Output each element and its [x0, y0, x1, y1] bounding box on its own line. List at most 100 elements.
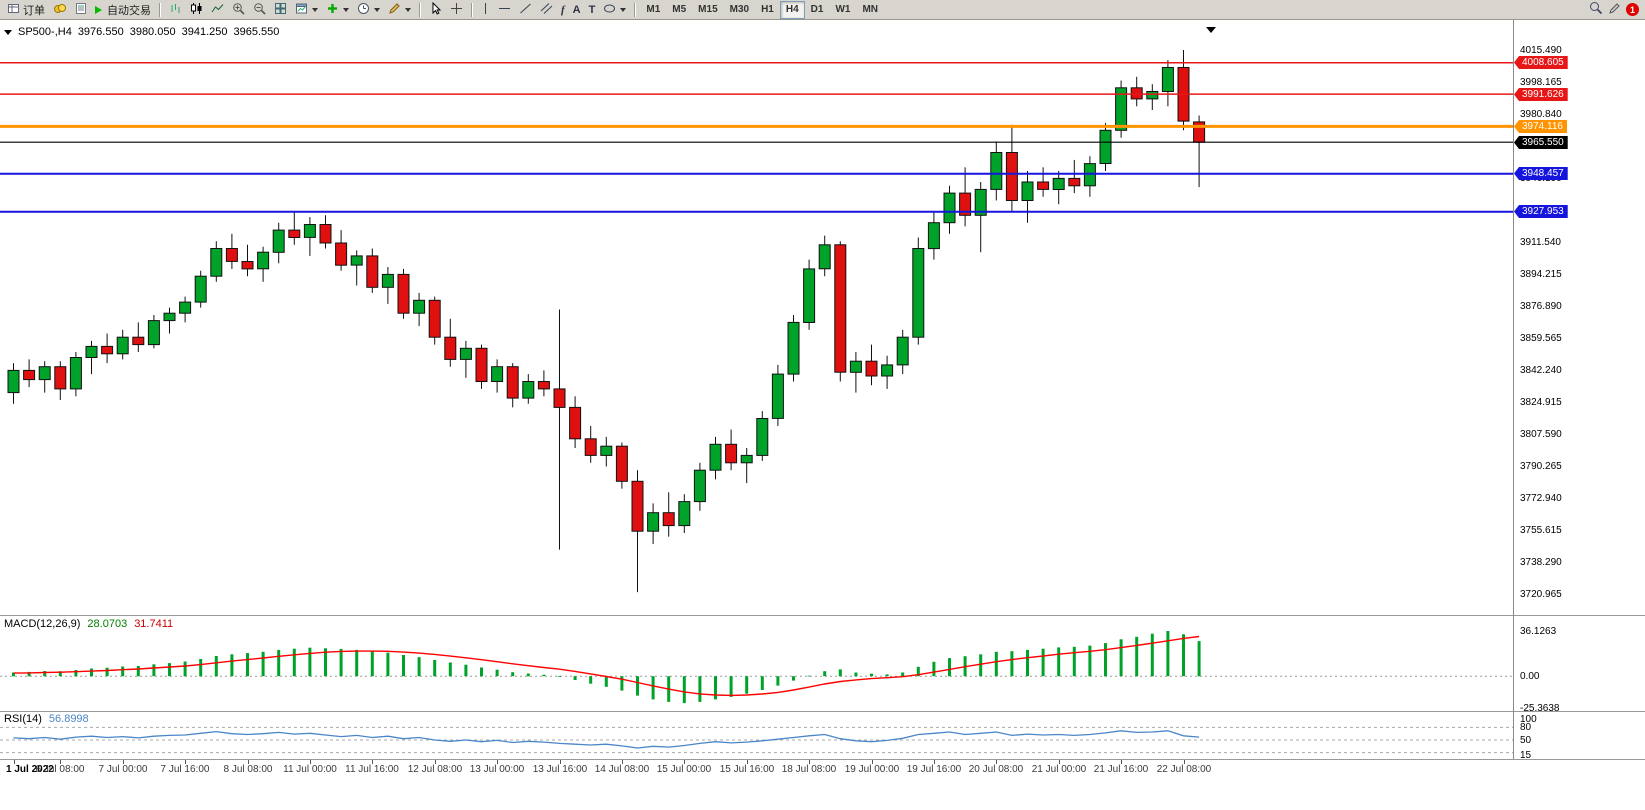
- cursor-button[interactable]: [425, 1, 446, 19]
- time-axis[interactable]: 1 Jul 2022 6 Jul 08:00 7 Jul 00:00 7 Jul 16…: [0, 759, 1645, 810]
- candle: [615, 442, 628, 489]
- text-button[interactable]: A: [569, 1, 585, 19]
- macd-histogram-bar: [979, 654, 983, 677]
- macd-signal-line: [13, 635, 1200, 697]
- macd-scale-label: 0.00: [1520, 671, 1540, 682]
- candle: [678, 494, 691, 533]
- macd-scale-label: -25.3638: [1520, 703, 1560, 714]
- price-scale-axis[interactable]: 4015.4903998.1653980.8403963.5153946.190…: [1514, 20, 1645, 778]
- chart-shift-marker-icon[interactable]: [1206, 27, 1216, 38]
- trendline-button[interactable]: [515, 1, 536, 19]
- timeframe-m1-button[interactable]: M1: [646, 4, 661, 15]
- zoom-out-icon: [253, 2, 266, 18]
- macd-panel-canvas[interactable]: [0, 616, 1513, 711]
- macd-histogram-bar: [1135, 636, 1139, 677]
- toolbar-separator: [159, 2, 161, 17]
- price-scale-label: 3790.265: [1520, 461, 1562, 472]
- funds-button[interactable]: [49, 1, 71, 19]
- macd-histogram-bar: [854, 672, 858, 677]
- autotrade-button[interactable]: 自动交易: [91, 1, 155, 19]
- macd-histogram-bar: [261, 651, 265, 677]
- rsi-panel-canvas[interactable]: [0, 712, 1513, 759]
- orders-label: 订单: [23, 4, 45, 17]
- timeframe-m30-button[interactable]: M30: [729, 4, 750, 15]
- candle: [475, 344, 488, 389]
- line-chart-button[interactable]: [207, 1, 228, 19]
- panel-separator[interactable]: [0, 711, 1645, 712]
- panel-separator[interactable]: [0, 615, 1645, 616]
- horizontal-line-button[interactable]: [494, 1, 515, 19]
- candlestick-chart-button[interactable]: [186, 1, 207, 19]
- zoom-in-button[interactable]: [228, 1, 249, 19]
- candle: [631, 470, 644, 593]
- time-axis-label: 18 Jul 08:00: [781, 764, 837, 775]
- candle: [257, 246, 270, 282]
- toolbar-right-group: 1: [1589, 1, 1642, 18]
- macd-histogram-bar: [277, 649, 281, 677]
- macd-histogram-bar: [324, 648, 327, 677]
- time-axis-tick: [185, 760, 186, 764]
- add-indicator-button[interactable]: [322, 1, 353, 19]
- timeframe-h1-button[interactable]: H1: [761, 4, 774, 15]
- candle: [69, 352, 82, 397]
- label-button[interactable]: T: [585, 1, 600, 19]
- time-axis-tick: [1121, 760, 1122, 764]
- macd-histogram-bar: [464, 664, 468, 677]
- report-button[interactable]: [71, 1, 91, 19]
- timeframe-h4-button[interactable]: H4: [779, 0, 805, 19]
- price-scale-label: 3842.240: [1520, 365, 1562, 376]
- periods-button[interactable]: [353, 1, 384, 19]
- new-chart-button[interactable]: [291, 1, 322, 19]
- macd-histogram-bar: [246, 653, 249, 677]
- candle: [241, 244, 254, 277]
- candle: [990, 141, 1003, 201]
- orders-button[interactable]: 订单: [3, 1, 49, 19]
- symbol-dropdown-icon[interactable]: [4, 30, 12, 39]
- ohlc-open: 3976.550: [77, 26, 124, 38]
- macd-histogram-bar: [729, 676, 733, 697]
- candle: [163, 307, 176, 334]
- vertical-line-button[interactable]: [477, 1, 494, 19]
- chart-window: SP500-,H4 3976.550 3980.050 3941.250 396…: [0, 20, 1645, 810]
- time-axis-tick: [1059, 760, 1060, 764]
- edit-icon[interactable]: [1608, 2, 1621, 18]
- notification-badge[interactable]: 1: [1626, 3, 1639, 16]
- candle: [740, 448, 753, 484]
- candle: [381, 267, 394, 304]
- macd-histogram-bar: [448, 662, 452, 677]
- channel-button[interactable]: [536, 1, 557, 19]
- bar-chart-button[interactable]: [165, 1, 186, 19]
- macd-histogram-bar: [495, 669, 499, 677]
- shapes-button[interactable]: [599, 1, 630, 19]
- timeframe-m15-button[interactable]: M15: [698, 4, 718, 15]
- price-scale-label: 3876.890: [1520, 301, 1562, 312]
- fibonacci-button[interactable]: f: [557, 1, 569, 19]
- search-icon[interactable]: [1589, 1, 1603, 18]
- macd-scale-label: 36.1263: [1520, 626, 1557, 637]
- timeframe-toolbar: M1 M5 M15 M30 H1 H4 D1 W1 MN: [640, 0, 884, 19]
- macd-histogram-bar: [12, 672, 15, 677]
- timeframe-d1-button[interactable]: D1: [810, 4, 824, 15]
- timeframe-mn-button[interactable]: MN: [862, 4, 879, 15]
- macd-histogram-bar: [58, 671, 62, 677]
- candle: [943, 185, 956, 234]
- template-button[interactable]: [384, 1, 415, 19]
- candle: [85, 340, 98, 375]
- timeframe-w1-button[interactable]: W1: [835, 4, 851, 15]
- macd-histogram-bar: [838, 669, 842, 677]
- autotrade-label: 自动交易: [107, 4, 151, 17]
- zoom-out-button[interactable]: [249, 1, 270, 19]
- candle: [101, 333, 114, 364]
- price-chart-canvas[interactable]: [0, 20, 1513, 615]
- candlestick-chart-icon: [190, 2, 203, 18]
- trendline-icon: [519, 2, 532, 18]
- tile-windows-icon: [274, 2, 287, 18]
- crosshair-button[interactable]: [446, 1, 467, 19]
- candle: [647, 503, 660, 545]
- macd-histogram-bar: [932, 661, 936, 677]
- time-axis-tick: [14, 760, 15, 764]
- time-axis-label: 15 Jul 00:00: [656, 764, 712, 775]
- timeframe-m5-button[interactable]: M5: [672, 4, 687, 15]
- tile-windows-button[interactable]: [270, 1, 291, 19]
- time-axis-label: 8 Jul 08:00: [223, 764, 273, 775]
